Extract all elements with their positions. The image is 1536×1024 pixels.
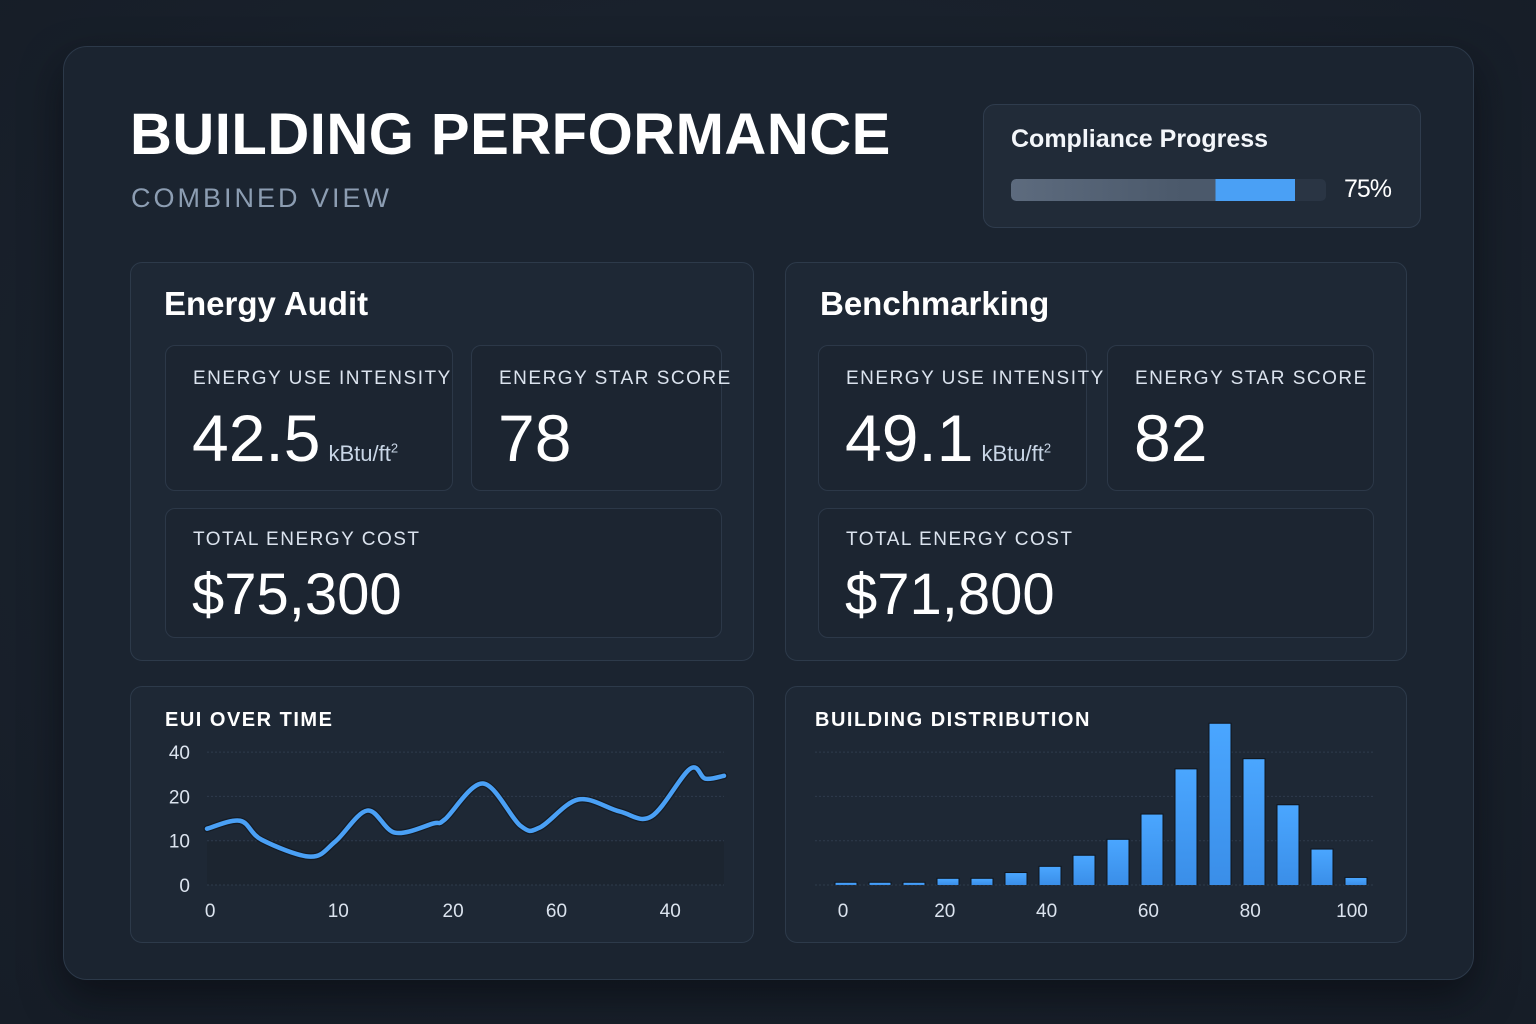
bench-star-label: ENERGY STAR SCORE [1135, 368, 1368, 389]
benchmarking-title: Benchmarking [820, 285, 1050, 322]
x-tick-label: 20 [443, 901, 464, 922]
audit-eui-card: ENERGY USE INTENSITY 42.5 kBtu/ft2 [165, 345, 453, 491]
histogram-bar [903, 882, 925, 885]
histogram-bar [937, 878, 959, 885]
audit-eui-unit-sup: 2 [390, 440, 399, 456]
energy-audit-title: Energy Audit [164, 285, 369, 322]
audit-cost-value: $75,300 [192, 562, 402, 627]
audit-star-value: 78 [498, 401, 572, 475]
benchmarking-panel: Benchmarking ENERGY USE INTENSITY 49.1 kB… [785, 262, 1407, 661]
compliance-progress-fill [1011, 179, 1295, 201]
bench-cost-card: TOTAL ENERGY COST $71,800 [818, 508, 1374, 638]
eui-series-line [204, 765, 727, 859]
audit-cost-card: TOTAL ENERGY COST $75,300 [165, 508, 722, 638]
x-tick-label: 100 [1336, 901, 1368, 922]
audit-eui-label: ENERGY USE INTENSITY [193, 368, 452, 389]
histogram-bar [1175, 769, 1197, 885]
audit-star-card: ENERGY STAR SCORE 78 [471, 345, 730, 491]
page-subtitle: COMBINED VIEW [131, 183, 393, 213]
histogram-bar [1141, 814, 1163, 885]
x-tick-label: 20 [934, 901, 955, 922]
x-tick-label: 0 [205, 901, 216, 922]
histogram-bar [1073, 855, 1095, 885]
audit-eui-value-row: 42.5 kBtu/ft2 [192, 398, 398, 494]
x-tick-label: 0 [838, 901, 849, 922]
bench-eui-label: ENERGY USE INTENSITY [846, 368, 1105, 389]
histogram-bar [835, 882, 857, 885]
bench-eui-unit: kBtu/ft2 [981, 441, 1051, 466]
histogram-bar [1107, 839, 1129, 885]
audit-eui-value: 42.5 [192, 401, 321, 475]
x-tick-label: 60 [1138, 901, 1159, 922]
energy-audit-panel: Energy Audit ENERGY USE INTENSITY 42.5 kB… [130, 262, 754, 661]
building-distribution-chart: 0 20 40 60 80 100 [815, 722, 1373, 922]
audit-star-label: ENERGY STAR SCORE [499, 368, 732, 389]
bench-star-value: 82 [1134, 401, 1208, 475]
bench-eui-value: 49.1 [845, 401, 974, 475]
audit-eui-unit-text: kBtu/ft [328, 441, 391, 466]
x-tick-label: 10 [328, 901, 349, 922]
page-title: BUILDING PERFORMANCE [130, 102, 891, 167]
x-tick-label: 80 [1240, 901, 1261, 922]
compliance-percent: 75% [1344, 175, 1392, 203]
bench-star-card: ENERGY STAR SCORE 82 [1107, 345, 1374, 491]
histogram-bar [1243, 759, 1265, 885]
compliance-progress-bar [1011, 179, 1326, 201]
eui-chart-title: EUI OVER TIME [165, 709, 334, 731]
eui-line-chart: 0 10 20 40 0 10 20 60 40 [169, 743, 728, 922]
bench-cost-value: $71,800 [845, 562, 1055, 627]
histogram-bar [869, 882, 891, 885]
bench-eui-card: ENERGY USE INTENSITY 49.1 kBtu/ft2 [818, 345, 1103, 494]
histogram-bar [1311, 849, 1333, 885]
y-tick-label: 20 [169, 787, 190, 808]
bench-eui-unit-text: kBtu/ft [981, 441, 1044, 466]
y-tick-label: 0 [179, 876, 190, 897]
distribution-chart-title: BUILDING DISTRIBUTION [815, 709, 1091, 731]
building-distribution-panel: BUILDING DISTRIBUTION [785, 686, 1407, 943]
compliance-label: Compliance Progress [1011, 125, 1269, 153]
lower-band [207, 840, 724, 885]
y-tick-label: 40 [169, 743, 190, 764]
audit-eui-unit: kBtu/ft2 [328, 441, 398, 466]
y-tick-label: 10 [169, 832, 190, 853]
histogram-bar [971, 878, 993, 885]
bench-eui-value-row: 49.1 kBtu/ft2 [845, 398, 1051, 494]
histogram-bar [1039, 866, 1061, 885]
audit-cost-label: TOTAL ENERGY COST [193, 529, 421, 550]
histogram-bar [1277, 805, 1299, 885]
histogram-bar [1005, 873, 1027, 885]
x-tick-label: 40 [660, 901, 681, 922]
compliance-progress-card: Compliance Progress 75% [983, 104, 1421, 228]
x-tick-label: 40 [1036, 901, 1057, 922]
x-tick-label: 60 [546, 901, 567, 922]
histogram-bar [1345, 877, 1367, 885]
histogram-bar [1209, 723, 1231, 885]
bench-cost-label: TOTAL ENERGY COST [846, 529, 1074, 550]
bench-eui-unit-sup: 2 [1043, 440, 1052, 456]
